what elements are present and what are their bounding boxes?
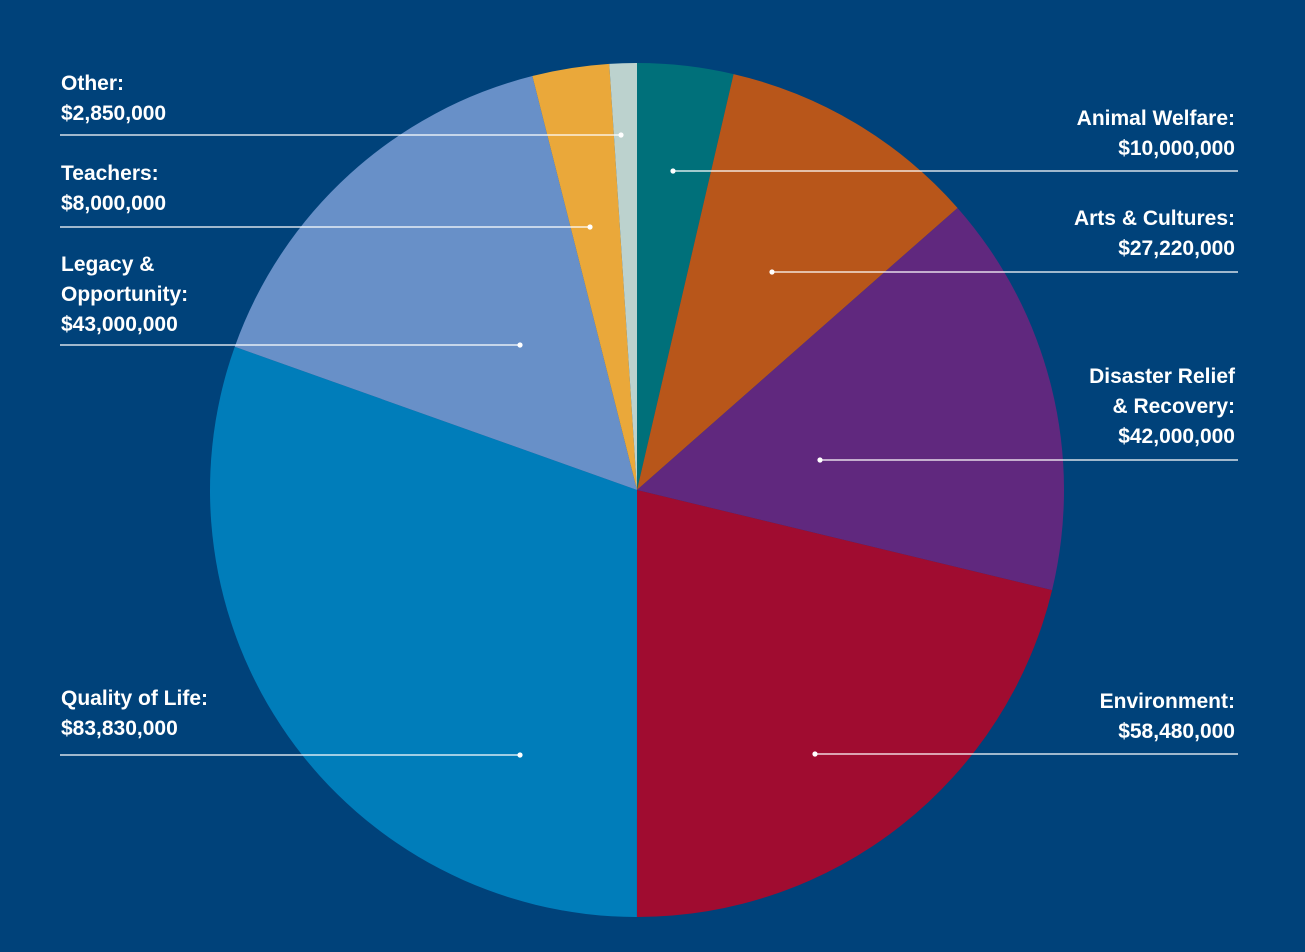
leader-dot-arts-cultures [769, 269, 775, 275]
pie-slice-environment [636, 490, 1053, 917]
slice-value-teachers: $8,000,000 [61, 192, 167, 215]
leader-lines [60, 132, 1238, 758]
leader-dot-teachers [587, 224, 593, 230]
leader-dot-legacy-opportunity [517, 342, 523, 348]
label-legacy-opportunity: Legacy & Opportunity: $43,000,000 [61, 250, 188, 340]
pie-slices [210, 63, 1064, 917]
label-disaster-relief: Disaster Relief & Recovery: $42,000,000 [1089, 362, 1235, 452]
slice-name-teachers: Teachers: [61, 162, 159, 185]
slice-name-legacy-line2: Opportunity: [61, 283, 189, 306]
label-other: Other: $2,850,000 [61, 69, 166, 129]
slice-name-quality-of-life: Quality of Life: [61, 687, 208, 710]
label-environment: Environment: $58,480,000 [1100, 687, 1235, 747]
pie-slice-disaster-relief-recovery [637, 207, 1064, 591]
slice-value-disaster-relief: $42,000,000 [1118, 425, 1235, 448]
leader-dot-disaster-relief-recovery [817, 457, 823, 463]
pie-slice-animal-welfare [637, 63, 734, 490]
slice-value-quality-of-life: $83,830,000 [61, 717, 178, 740]
slice-name-disaster-relief-line2: & Recovery: [1112, 395, 1235, 418]
label-teachers: Teachers: $8,000,000 [61, 159, 166, 219]
slice-name-other: Other: [61, 72, 124, 95]
pie-slice-teachers [532, 63, 637, 491]
label-arts-cultures: Arts & Cultures: $27,220,000 [1074, 204, 1235, 264]
slice-value-arts-cultures: $27,220,000 [1118, 237, 1235, 260]
leader-dot-quality-of-life [517, 752, 523, 758]
label-animal-welfare: Animal Welfare: $10,000,000 [1077, 104, 1235, 164]
pie-slice-arts-cultures [637, 74, 958, 490]
slice-name-animal-welfare: Animal Welfare: [1076, 107, 1235, 130]
slice-value-other: $2,850,000 [61, 102, 167, 125]
slice-value-animal-welfare: $10,000,000 [1118, 137, 1235, 160]
pie-slice-legacy-opportunity [234, 76, 637, 491]
slice-value-environment: $58,480,000 [1118, 720, 1235, 743]
slice-name-environment: Environment: [1099, 690, 1235, 713]
pie-slice-quality-of-life [210, 346, 638, 917]
slice-name-arts-cultures: Arts & Cultures: [1073, 207, 1235, 230]
leader-dot-other [618, 132, 624, 138]
pie-slice-other [609, 63, 637, 490]
leader-dot-animal-welfare [670, 168, 676, 174]
slice-name-legacy-line1: Legacy & [61, 253, 155, 276]
label-quality-of-life: Quality of Life: $83,830,000 [61, 684, 208, 744]
slice-value-legacy: $43,000,000 [61, 313, 178, 336]
slice-name-disaster-relief-line1: Disaster Relief [1089, 365, 1235, 388]
leader-dot-environment [812, 751, 818, 757]
